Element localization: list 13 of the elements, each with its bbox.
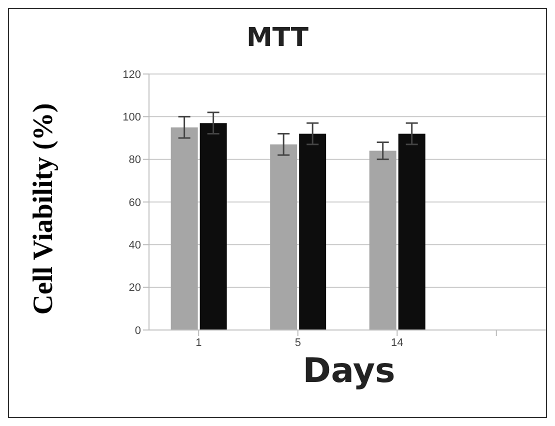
x-axis-title: Days — [302, 351, 396, 391]
y-tick-label: 120 — [122, 68, 141, 81]
y-tick-label: 80 — [128, 154, 141, 166]
chart-title: MTT — [246, 23, 310, 53]
y-tick-label: 20 — [128, 282, 141, 294]
y-tick-label: 0 — [134, 324, 141, 337]
y-tick-label: 100 — [122, 112, 141, 124]
x-tick-label: 5 — [294, 336, 301, 349]
x-tick-label: 14 — [391, 336, 404, 349]
y-tick-label: 60 — [128, 196, 141, 209]
y-axis-title: Cell Viability (%) — [27, 102, 60, 317]
y-tick-label: 40 — [128, 240, 141, 252]
x-tick-label: 1 — [196, 336, 202, 349]
